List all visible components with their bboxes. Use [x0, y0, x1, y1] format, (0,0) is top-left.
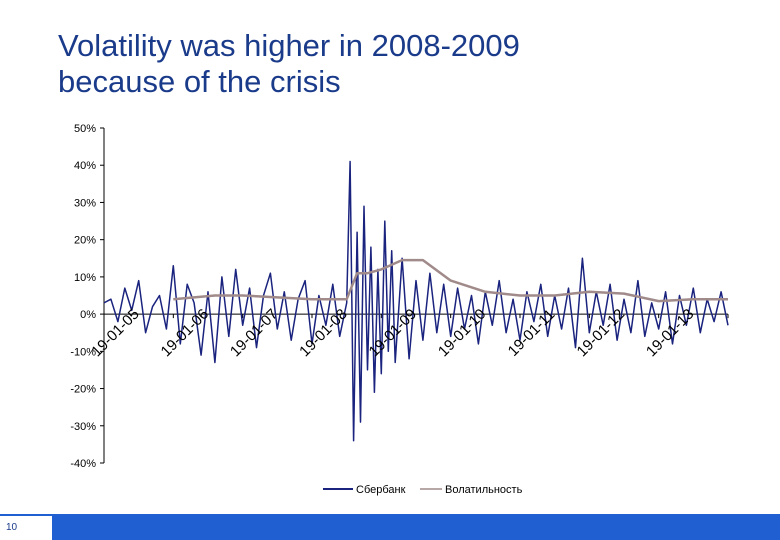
slide-title-line-1: Volatility was higher in 2008-2009	[58, 28, 520, 63]
y-tick-label: -40%	[70, 458, 96, 470]
y-tick-label: 50%	[74, 123, 96, 135]
slide-footer-bar	[0, 514, 780, 540]
chart-plot-area: -40%-30%-20%-10%0%10%20%30%40%50%19-01-0…	[70, 123, 729, 470]
slide-title: Volatility was higher in 2008-2009 becau…	[58, 28, 698, 100]
y-tick-label: 10%	[74, 272, 96, 284]
series-line-sberbank	[103, 160, 729, 442]
legend-item-sberbank-label: Сбербанк	[356, 484, 406, 496]
y-tick-label: -30%	[70, 421, 96, 433]
y-tick-label: 0%	[80, 309, 96, 321]
page-number-panel	[0, 516, 52, 540]
page-number: 10	[6, 522, 18, 533]
y-tick-label: -10%	[70, 346, 96, 358]
slide-title-line-2: because of the crisis	[58, 64, 341, 99]
y-tick-label: 40%	[74, 160, 96, 172]
legend-item-volatility-label: Волатильность	[445, 484, 523, 496]
chart-legend: Сбербанк Волатильность	[320, 480, 550, 498]
y-tick-label: 30%	[74, 197, 96, 209]
y-tick-label: 20%	[74, 235, 96, 247]
series-line-volatility	[173, 258, 728, 303]
y-tick-label: -20%	[70, 384, 96, 396]
volatility-line-chart: -40%-30%-20%-10%0%10%20%30%40%50%19-01-0…	[70, 123, 729, 498]
